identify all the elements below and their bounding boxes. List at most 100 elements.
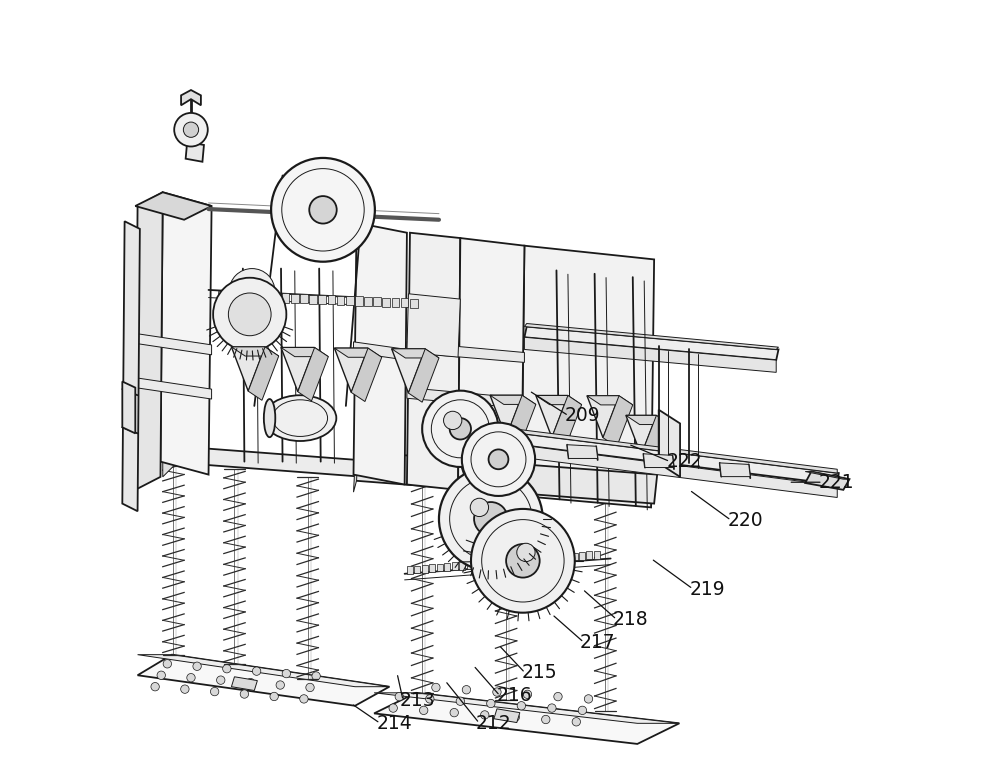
Circle shape [511, 713, 519, 722]
Circle shape [300, 694, 308, 703]
Circle shape [174, 113, 208, 146]
Polygon shape [245, 292, 253, 301]
Text: 218: 218 [613, 610, 649, 629]
Polygon shape [458, 238, 524, 496]
Polygon shape [318, 295, 326, 304]
Polygon shape [408, 349, 439, 402]
Circle shape [444, 411, 462, 430]
Circle shape [481, 711, 489, 719]
Polygon shape [354, 342, 407, 360]
Circle shape [489, 449, 508, 469]
Circle shape [422, 391, 498, 467]
Circle shape [456, 697, 465, 705]
Polygon shape [453, 425, 839, 485]
Polygon shape [291, 294, 299, 303]
Polygon shape [163, 446, 651, 497]
Polygon shape [135, 378, 212, 399]
Circle shape [229, 269, 275, 314]
Polygon shape [355, 452, 657, 504]
Polygon shape [334, 348, 368, 392]
Text: 217: 217 [580, 633, 616, 652]
Polygon shape [354, 223, 407, 485]
Circle shape [276, 681, 284, 689]
Polygon shape [579, 552, 585, 560]
Polygon shape [459, 562, 465, 569]
Polygon shape [536, 395, 568, 437]
Circle shape [470, 498, 489, 517]
Polygon shape [392, 349, 439, 358]
Circle shape [471, 509, 575, 613]
Polygon shape [564, 553, 570, 561]
Polygon shape [407, 388, 524, 408]
Polygon shape [227, 291, 234, 301]
Polygon shape [298, 347, 328, 401]
Polygon shape [429, 565, 435, 572]
Text: 216: 216 [496, 687, 532, 705]
Polygon shape [587, 396, 619, 438]
Circle shape [157, 671, 165, 680]
Circle shape [462, 686, 471, 694]
Polygon shape [122, 221, 140, 511]
Circle shape [223, 665, 231, 673]
Circle shape [246, 678, 255, 687]
Polygon shape [506, 395, 536, 446]
Polygon shape [135, 192, 212, 220]
Polygon shape [488, 446, 529, 555]
Polygon shape [407, 233, 460, 490]
Polygon shape [281, 347, 328, 356]
Polygon shape [489, 559, 495, 567]
Polygon shape [587, 396, 633, 405]
Polygon shape [490, 395, 522, 437]
Polygon shape [373, 298, 381, 307]
Polygon shape [163, 446, 178, 477]
Circle shape [523, 690, 532, 699]
Polygon shape [422, 565, 428, 572]
Polygon shape [263, 293, 271, 302]
Polygon shape [374, 693, 679, 723]
Polygon shape [401, 298, 408, 307]
Circle shape [439, 467, 543, 571]
Polygon shape [407, 342, 524, 362]
Polygon shape [254, 292, 262, 301]
Polygon shape [482, 560, 488, 568]
Circle shape [420, 707, 428, 714]
Polygon shape [328, 295, 335, 304]
Polygon shape [236, 291, 244, 301]
Polygon shape [467, 562, 473, 569]
Polygon shape [524, 327, 778, 360]
Polygon shape [181, 90, 201, 105]
Circle shape [217, 676, 225, 684]
Circle shape [462, 423, 535, 496]
Polygon shape [407, 566, 413, 574]
Text: 215: 215 [521, 664, 557, 682]
Polygon shape [474, 561, 480, 568]
Text: 213: 213 [399, 691, 435, 710]
Circle shape [584, 694, 593, 703]
Circle shape [306, 684, 314, 691]
Circle shape [240, 690, 249, 698]
Circle shape [450, 708, 458, 717]
Text: 219: 219 [689, 580, 725, 598]
Polygon shape [453, 436, 837, 497]
Polygon shape [218, 291, 225, 300]
Polygon shape [138, 655, 389, 687]
Polygon shape [641, 415, 670, 464]
Polygon shape [138, 655, 389, 706]
Polygon shape [444, 395, 476, 437]
Polygon shape [453, 421, 837, 473]
Circle shape [193, 662, 201, 671]
Circle shape [578, 707, 587, 714]
Polygon shape [571, 552, 578, 560]
Polygon shape [273, 293, 280, 302]
Circle shape [432, 684, 440, 692]
Polygon shape [160, 192, 212, 475]
Circle shape [548, 703, 556, 713]
Polygon shape [519, 557, 525, 565]
Circle shape [270, 692, 278, 700]
Polygon shape [805, 472, 849, 490]
Polygon shape [536, 395, 582, 404]
Text: 220: 220 [727, 511, 763, 530]
Polygon shape [382, 298, 390, 307]
Circle shape [426, 694, 434, 703]
Polygon shape [490, 395, 536, 404]
